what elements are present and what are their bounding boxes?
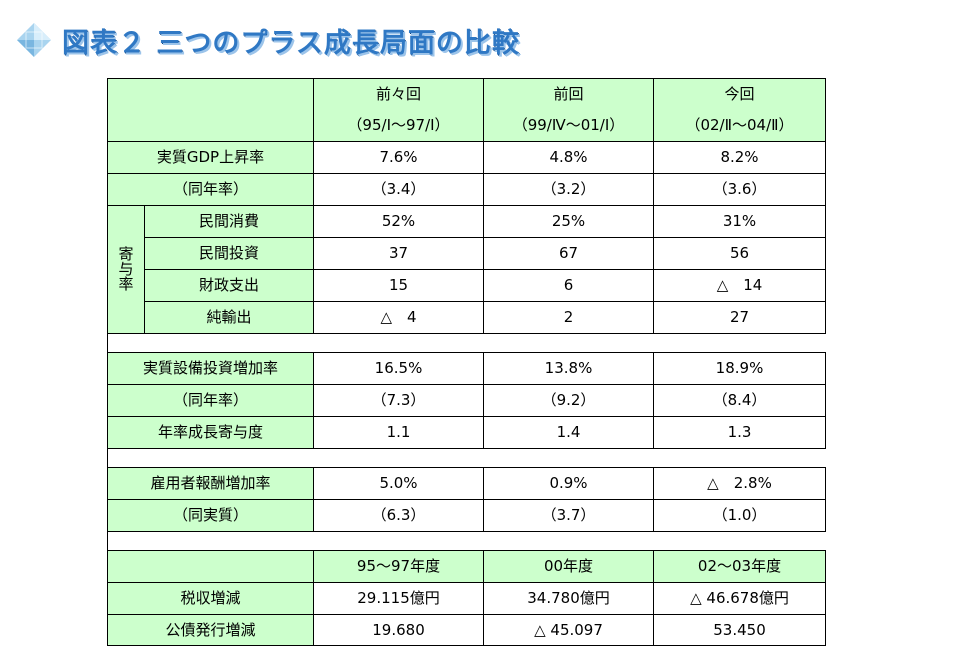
table-cell: 8.2% <box>653 141 826 174</box>
table-row: 寄与率 民間消費 52% 25% 31% <box>107 205 826 334</box>
header-col-2-name: 前回 <box>553 85 584 103</box>
table-cell: 7.6% <box>313 141 484 174</box>
table-row: 民間投資 37 67 56 <box>108 237 826 270</box>
table-cell: （9.2） <box>483 384 654 417</box>
row-label-capex-contrib: 年率成長寄与度 <box>107 416 314 449</box>
table-cell: △ 46.678億円 <box>653 582 826 615</box>
comparison-table: 前々回 （95/Ⅰ～97/Ⅰ） 前回 （99/Ⅳ～01/Ⅰ） 今回 （02/Ⅱ～04/… <box>107 78 826 646</box>
page-title-block: 図表２ 三つのプラス成長局面の比較 <box>14 18 520 62</box>
table-cell: △ 4 <box>313 301 484 334</box>
table-row: 税収増減 29.115億円 34.780億円 △ 46.678億円 <box>107 582 826 615</box>
table-row: （同実質） （6.3） （3.7） （1.0） <box>107 499 826 532</box>
header-col-3: 今回 （02/Ⅱ～04/Ⅱ） <box>653 78 826 142</box>
header-col-2: 前回 （99/Ⅳ～01/Ⅰ） <box>483 78 654 142</box>
header-col-2-period: （99/Ⅳ～01/Ⅰ） <box>512 116 625 134</box>
fiscal-year-3: 02～03年度 <box>653 550 826 583</box>
spacer-cell <box>107 531 826 551</box>
table-cell: 1.1 <box>313 416 484 449</box>
row-label-net-exports: 純輸出 <box>144 301 314 334</box>
table-cell: 37 <box>313 237 484 270</box>
row-label-wages: 雇用者報酬増加率 <box>107 467 314 500</box>
table-row: 純輸出 △ 4 2 27 <box>108 301 826 334</box>
row-label-gdp: 実質GDP上昇率 <box>107 141 314 174</box>
table-cell: （3.2） <box>483 173 654 206</box>
table-cell: （3.6） <box>653 173 826 206</box>
table-row: （同年率） （7.3） （9.2） （8.4） <box>107 384 826 417</box>
table-cell: 19.680 <box>313 614 484 646</box>
row-label-tax-revenue: 税収増減 <box>107 582 314 615</box>
table-cell: 6 <box>483 269 654 302</box>
table-cell: （1.0） <box>653 499 826 532</box>
table-cell: 67 <box>483 237 654 270</box>
table-cell: 4.8% <box>483 141 654 174</box>
table-cell: 53.450 <box>653 614 826 646</box>
table-cell: 29.115億円 <box>313 582 484 615</box>
table-row: 年率成長寄与度 1.1 1.4 1.3 <box>107 416 826 449</box>
contrib-side-label: 寄与率 <box>107 205 145 334</box>
header-col-3-period: （02/Ⅱ～04/Ⅱ） <box>685 116 794 134</box>
fiscal-header-corner <box>107 550 314 583</box>
fiscal-year-1: 95～97年度 <box>313 550 484 583</box>
row-label-bond-issuance: 公債発行増減 <box>107 614 314 646</box>
fiscal-year-2: 00年度 <box>483 550 654 583</box>
table-cell: △ 2.8% <box>653 467 826 500</box>
row-label-consumption: 民間消費 <box>144 205 314 238</box>
table-cell: 1.3 <box>653 416 826 449</box>
table-cell: 5.0% <box>313 467 484 500</box>
table-cell: 31% <box>653 205 826 238</box>
row-label-gdp-annual: （同年率） <box>107 173 314 206</box>
spacer-row <box>107 333 826 353</box>
table-cell: 34.780億円 <box>483 582 654 615</box>
table-cell: 2 <box>483 301 654 334</box>
table-cell: 0.9% <box>483 467 654 500</box>
table-row: 雇用者報酬増加率 5.0% 0.9% △ 2.8% <box>107 467 826 500</box>
table-cell: （7.3） <box>313 384 484 417</box>
spacer-cell <box>107 333 826 353</box>
diamond-icon <box>17 23 51 57</box>
contrib-side-label-text: 寄与率 <box>118 245 134 293</box>
spacer-cell <box>107 448 826 468</box>
table-row: 95～97年度 00年度 02～03年度 <box>107 550 826 583</box>
row-label-investment: 民間投資 <box>144 237 314 270</box>
table-row: 公債発行増減 19.680 △ 45.097 53.450 <box>107 614 826 646</box>
header-corner <box>107 78 314 142</box>
table-cell: （8.4） <box>653 384 826 417</box>
row-label-wages-real: （同実質） <box>107 499 314 532</box>
header-col-1-period: （95/Ⅰ～97/Ⅰ） <box>347 116 450 134</box>
page-title: 図表２ 三つのプラス成長局面の比較 <box>62 27 520 59</box>
table-cell: （3.7） <box>483 499 654 532</box>
table-cell: 27 <box>653 301 826 334</box>
table-cell: 16.5% <box>313 352 484 385</box>
table-cell: 18.9% <box>653 352 826 385</box>
spacer-row <box>107 448 826 468</box>
table-cell: （3.4） <box>313 173 484 206</box>
table-cell: 15 <box>313 269 484 302</box>
table-cell: （6.3） <box>313 499 484 532</box>
table-cell: 1.4 <box>483 416 654 449</box>
table-cell: 52% <box>313 205 484 238</box>
header-col-3-name: 今回 <box>724 85 755 103</box>
table-row: 実質GDP上昇率 7.6% 4.8% 8.2% <box>107 141 826 174</box>
table-cell: △ 45.097 <box>483 614 654 646</box>
table-row: （同年率） （3.4） （3.2） （3.6） <box>107 173 826 206</box>
row-label-capex-annual: （同年率） <box>107 384 314 417</box>
header-col-1: 前々回 （95/Ⅰ～97/Ⅰ） <box>313 78 484 142</box>
table-cell: 13.8% <box>483 352 654 385</box>
table-cell: △ 14 <box>653 269 826 302</box>
table-cell: 56 <box>653 237 826 270</box>
spacer-row <box>107 531 826 551</box>
table-row: 財政支出 15 6 △ 14 <box>108 269 826 302</box>
header-col-1-name: 前々回 <box>375 85 421 103</box>
header-row: 前々回 （95/Ⅰ～97/Ⅰ） 前回 （99/Ⅳ～01/Ⅰ） 今回 （02/Ⅱ～04/… <box>107 78 826 142</box>
table-row: 実質設備投資増加率 16.5% 13.8% 18.9% <box>107 352 826 385</box>
row-label-capex: 実質設備投資増加率 <box>107 352 314 385</box>
table-cell: 25% <box>483 205 654 238</box>
row-label-fiscal-spending: 財政支出 <box>144 269 314 302</box>
